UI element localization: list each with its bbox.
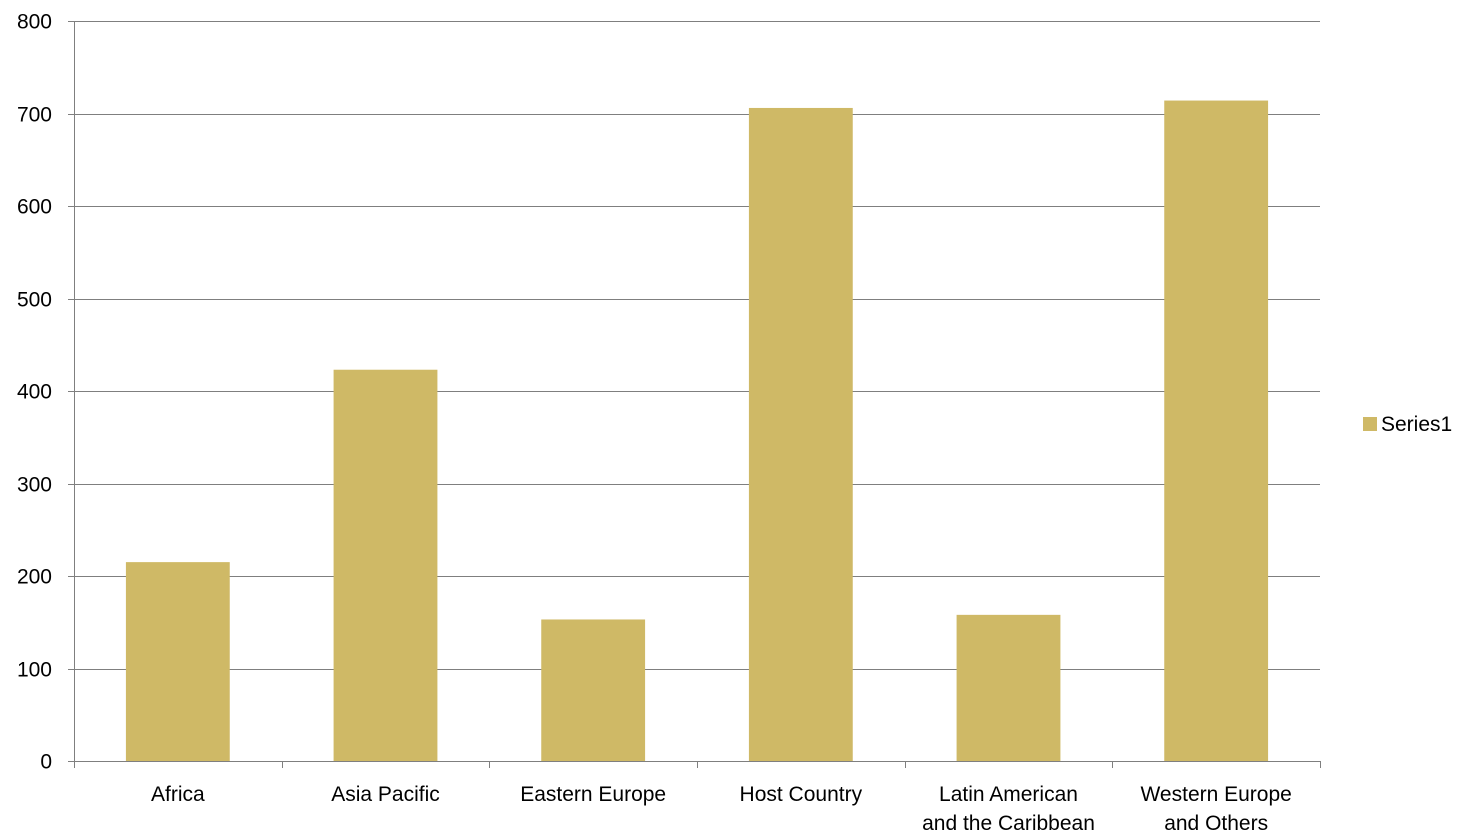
x-tick-label-4: Latin American and the Caribbean bbox=[922, 783, 1095, 835]
y-tick-label-100: 100 bbox=[17, 659, 52, 682]
x-tick-label-line: Host Country bbox=[740, 783, 863, 806]
x-tick-label-line: Asia Pacific bbox=[331, 783, 440, 806]
x-tick-label-2: Eastern Europe bbox=[520, 783, 666, 806]
x-tick-labels: Africa Asia Pacific Eastern Europe Host Cou… bbox=[151, 783, 1292, 835]
x-tick-label-0: Africa bbox=[151, 783, 205, 806]
x-tick-label-line: Eastern Europe bbox=[520, 783, 666, 806]
x-tick-label-line: and Others bbox=[1164, 812, 1268, 835]
y-tick-label-800: 800 bbox=[17, 11, 52, 34]
bar-0 bbox=[125, 562, 230, 761]
y-tick-label-300: 300 bbox=[17, 474, 52, 497]
bar-4 bbox=[956, 614, 1061, 761]
x-tick-label-1: Asia Pacific bbox=[331, 783, 440, 806]
y-tick-label-600: 600 bbox=[17, 196, 52, 219]
bar-1 bbox=[333, 369, 438, 761]
axes bbox=[68, 21, 1321, 768]
legend-label-series1: Series1 bbox=[1381, 413, 1452, 436]
x-tick-label-line: and the Caribbean bbox=[922, 812, 1095, 835]
x-tick-label-line: Western Europe bbox=[1140, 783, 1291, 806]
y-tick-label-700: 700 bbox=[17, 104, 52, 127]
legend-swatch-series1 bbox=[1363, 417, 1377, 431]
bars bbox=[125, 100, 1269, 762]
x-tick-label-line: Africa bbox=[151, 783, 205, 806]
bar-5 bbox=[1164, 100, 1269, 762]
gridlines bbox=[74, 21, 1320, 670]
legend: Series1 bbox=[1363, 413, 1452, 436]
x-tick-label-line: Latin American bbox=[939, 783, 1078, 806]
y-tick-label-0: 0 bbox=[40, 751, 52, 774]
y-tick-labels: 0 100 200 300 400 500 600 700 800 bbox=[17, 11, 52, 774]
bar-2 bbox=[541, 619, 646, 761]
x-tick-label-3: Host Country bbox=[740, 783, 863, 806]
x-tick-label-5: Western Europe and Others bbox=[1140, 783, 1291, 835]
y-tick-label-200: 200 bbox=[17, 566, 52, 589]
y-tick-label-400: 400 bbox=[17, 381, 52, 404]
bar-3 bbox=[748, 107, 853, 761]
y-tick-label-500: 500 bbox=[17, 289, 52, 312]
